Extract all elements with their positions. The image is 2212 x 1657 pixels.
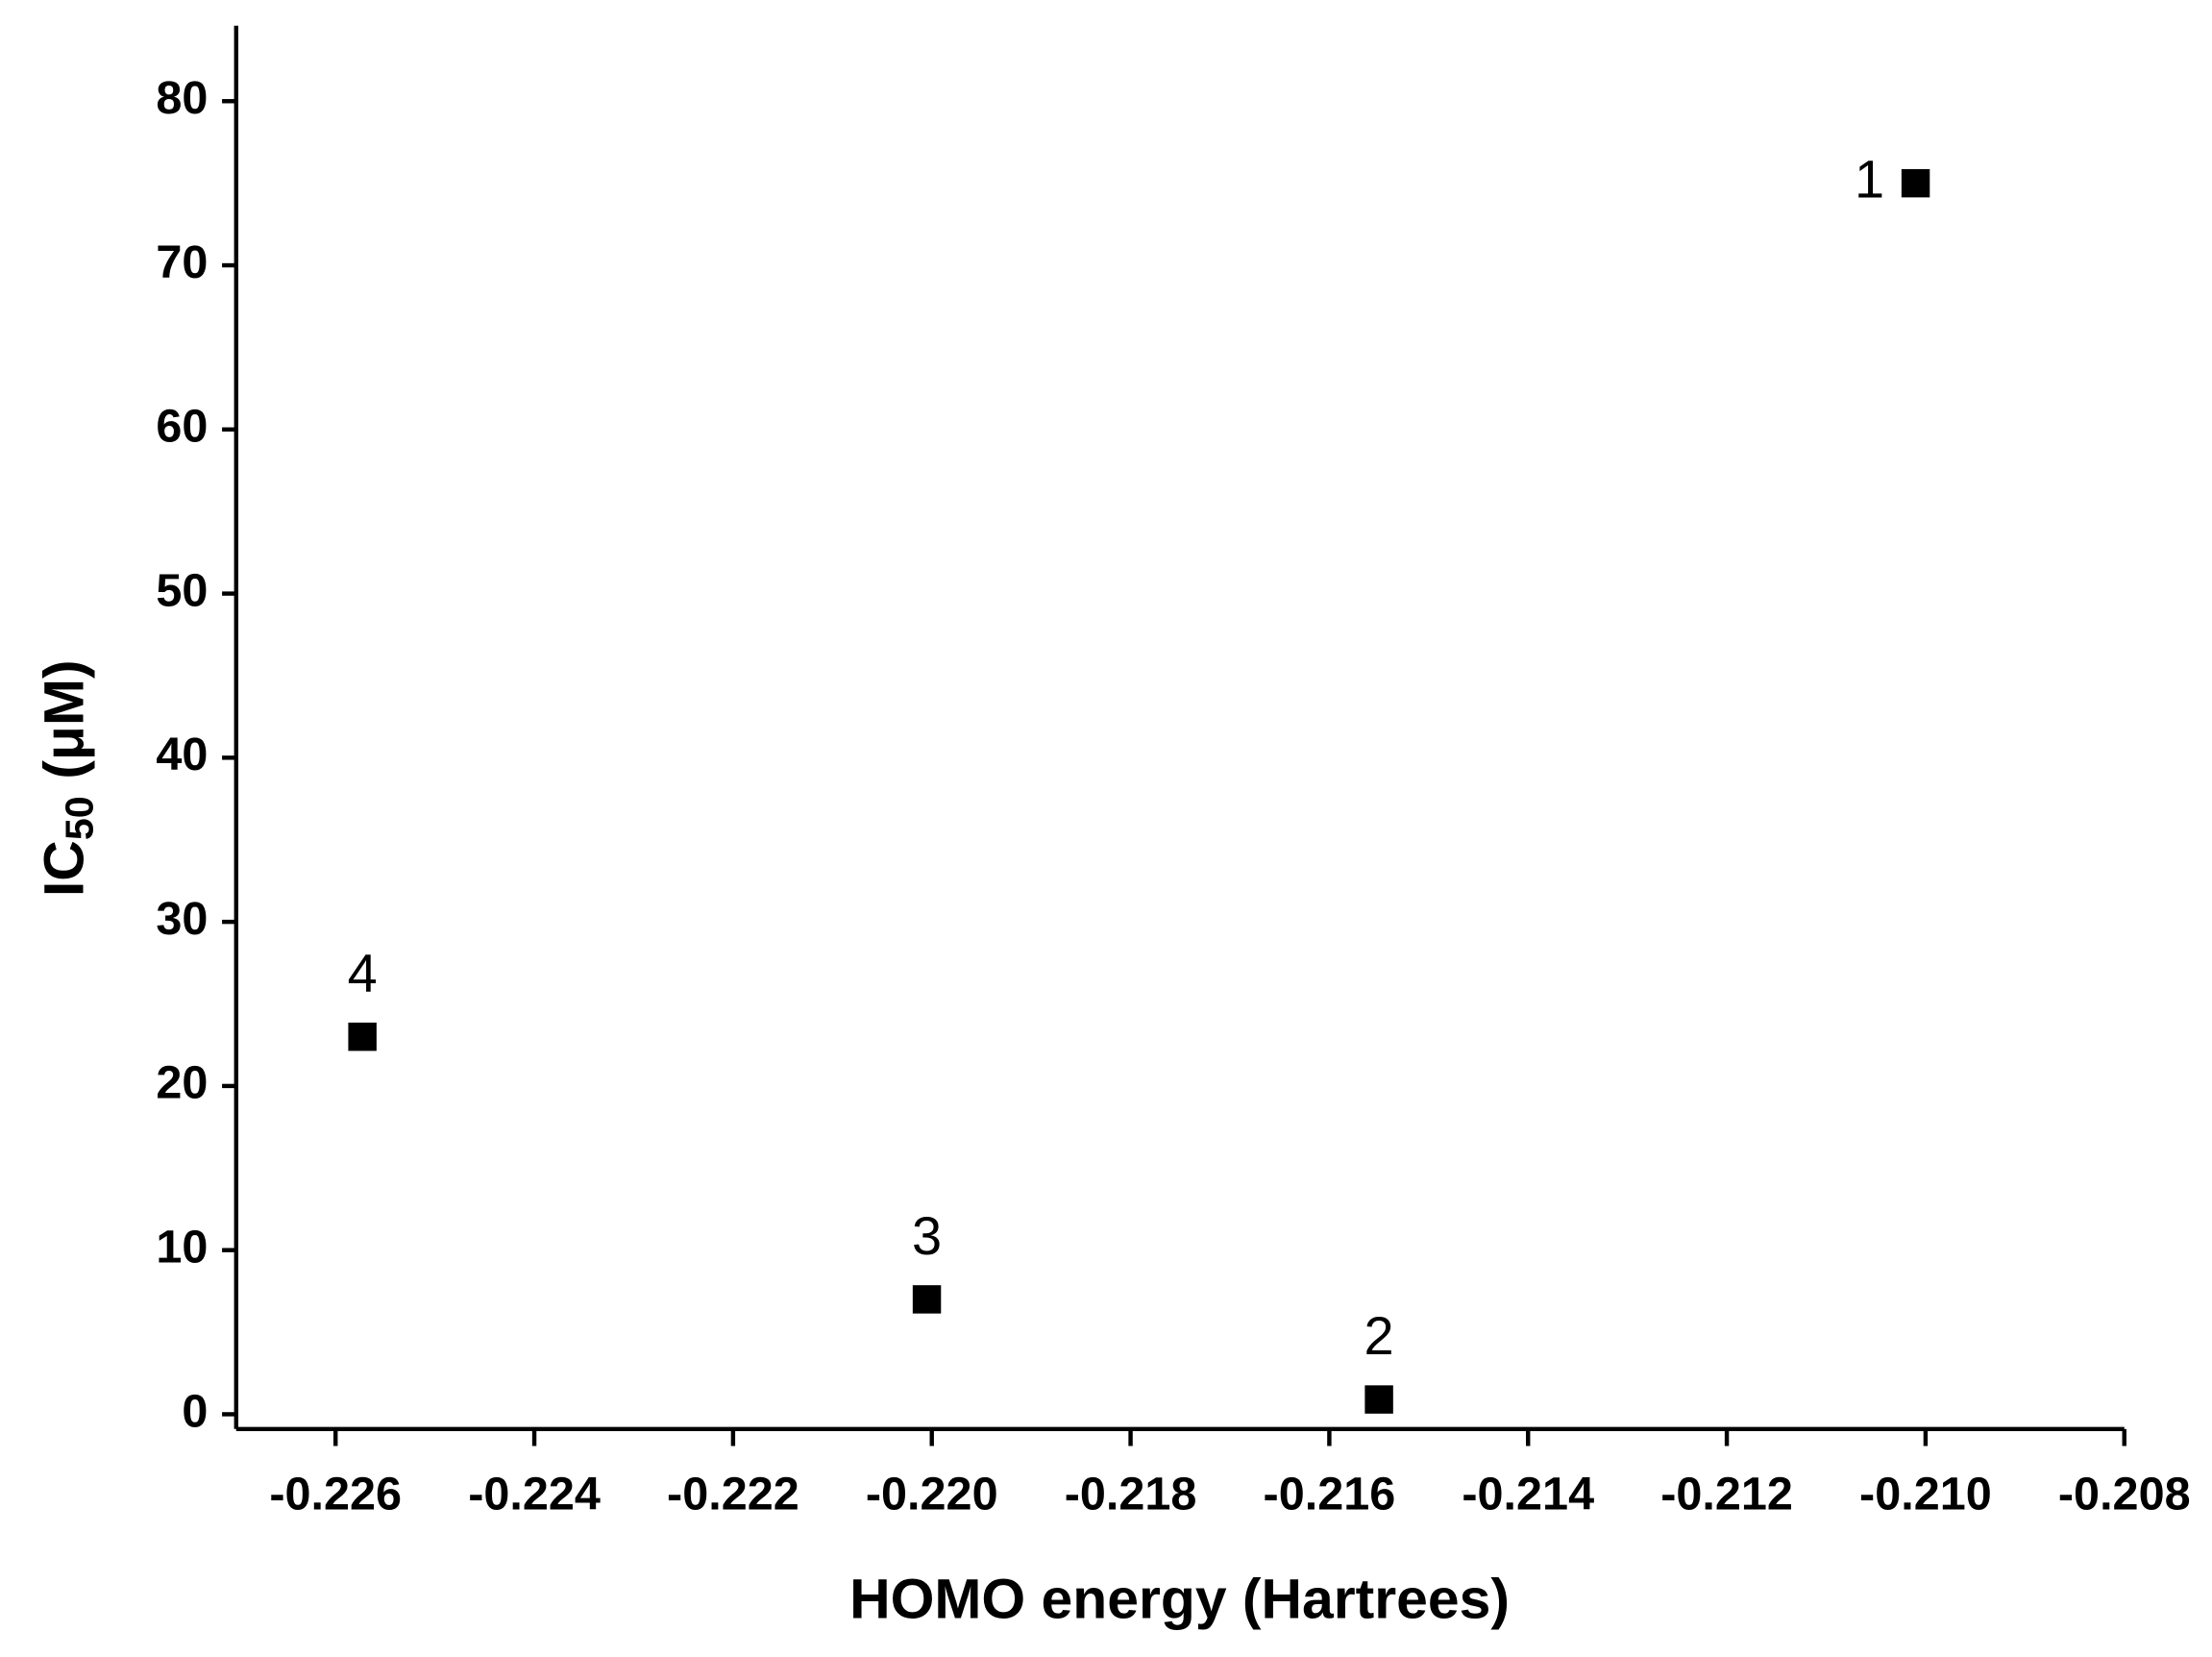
y-tick-label: 20	[156, 1057, 208, 1109]
x-tick-label: -0.218	[1065, 1468, 1197, 1520]
x-tick-label: -0.226	[269, 1468, 402, 1520]
y-tick-label: 0	[182, 1385, 208, 1437]
marker	[912, 1285, 942, 1314]
x-tick-label: -0.216	[1264, 1468, 1396, 1520]
x-tick-label: -0.224	[468, 1468, 601, 1520]
x-tick-label: -0.214	[1462, 1468, 1594, 1520]
x-axis-title: HOMO energy (Hartrees)	[849, 1568, 1510, 1630]
y-tick-label: 30	[156, 893, 208, 945]
x-tick-label: -0.220	[866, 1468, 998, 1520]
x-tick-label: -0.212	[1660, 1468, 1793, 1520]
marker	[1901, 168, 1930, 198]
y-tick-label: 80	[156, 72, 208, 124]
x-tick-label: -0.222	[667, 1468, 799, 1520]
marker	[1364, 1385, 1393, 1414]
y-tick-label: 60	[156, 401, 208, 453]
x-tick-label: -0.208	[2058, 1468, 2191, 1520]
y-tick-label: 50	[156, 564, 208, 616]
y-axis-title-main: IC	[33, 840, 95, 897]
x-tick-label: -0.210	[1859, 1468, 1992, 1520]
y-tick-label: 70	[156, 236, 208, 288]
y-tick-label: 40	[156, 729, 208, 780]
point-label: 1	[1855, 148, 1884, 209]
point-label: 3	[912, 1205, 942, 1266]
marker	[348, 1022, 377, 1051]
y-tick-label: 10	[156, 1221, 208, 1273]
y-axis-title-subscript: 50	[57, 796, 101, 840]
y-axis-title-suffix: (μM)	[33, 659, 95, 779]
point-label: 2	[1364, 1305, 1394, 1366]
point-label: 4	[348, 943, 378, 1003]
y-axis-title: IC50 (μM)	[33, 659, 101, 897]
